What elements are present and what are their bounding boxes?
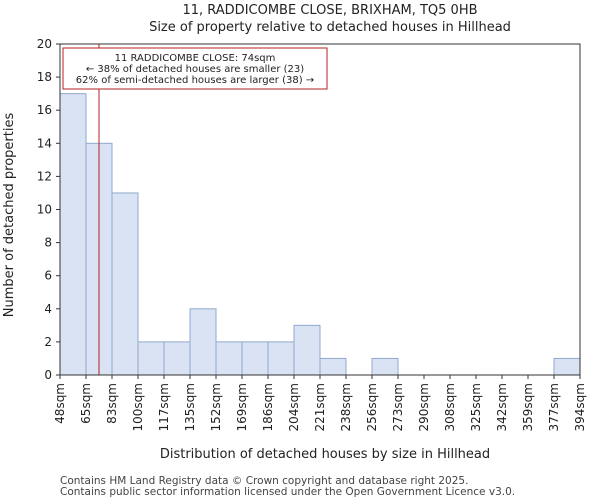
bar-117sqm [163,341,191,376]
bar-48sqm [59,93,87,376]
x-tick-label: 186sqm [261,383,275,431]
x-tick-label: 359sqm [521,383,535,431]
bar-152sqm [215,341,243,376]
y-tick-label: 4 [44,302,52,316]
x-tick-label: 325sqm [469,383,483,431]
y-tick-label: 8 [44,236,52,250]
x-tick-label: 377sqm [547,383,561,431]
x-axis-label: Distribution of detached houses by size … [160,447,490,462]
bar-83sqm [111,192,139,376]
y-tick-label: 0 [44,368,52,382]
x-tick-label: 117sqm [157,383,171,431]
bar-377sqm [553,357,581,376]
y-tick-label: 2 [44,335,52,349]
x-tick-label: 135sqm [183,383,197,431]
y-tick-label: 10 [37,203,52,217]
annotation-line-1: 11 RADDICOMBE CLOSE: 74sqm [115,53,276,64]
annotation-box [62,47,328,90]
y-tick-label: 14 [37,136,52,150]
footer-line-2: Contains public sector information licen… [60,486,515,498]
bar-256sqm [371,357,399,376]
x-tick-label: 290sqm [417,383,431,431]
bar-169sqm [241,341,269,376]
chart-subtitle: Size of property relative to detached ho… [149,20,511,35]
x-tick-label: 169sqm [235,383,249,431]
annotation-line-3: 62% of semi-detached houses are larger (… [76,75,314,86]
y-tick-label: 6 [44,269,52,283]
x-tick-label: 100sqm [131,383,145,431]
x-tick-label: 204sqm [287,383,301,431]
marker-annotation: 11 RADDICOMBE CLOSE: 74sqm ← 38% of deta… [62,47,328,90]
x-tick-label: 394sqm [573,383,587,431]
x-tick-label: 221sqm [313,383,327,431]
bar-204sqm [293,324,321,376]
x-tick-label: 48sqm [53,383,67,424]
x-axis: 48sqm 65sqm 83sqm 100sqm 117sqm 135sqm 152sqm 1… [53,375,587,431]
chart-title: 11, RADDICOMBE CLOSE, BRIXHAM, TQ5 0HB [182,3,477,18]
bar-135sqm [189,308,217,376]
y-tick-label: 20 [37,37,52,51]
x-tick-label: 152sqm [209,383,223,431]
annotation-line-2: ← 38% of detached houses are smaller (23… [86,64,304,75]
bar-221sqm [319,357,347,376]
x-tick-label: 273sqm [391,383,405,431]
y-tick-label: 12 [37,169,52,183]
x-tick-label: 256sqm [365,383,379,431]
y-axis: 0 2 4 6 8 10 12 14 16 18 20 [37,37,60,382]
x-tick-label: 238sqm [339,383,353,431]
footer-line-1: Contains HM Land Registry data © Crown c… [60,475,468,487]
y-tick-label: 18 [37,70,52,84]
x-tick-label: 83sqm [105,383,119,424]
bars-group [59,93,581,376]
x-tick-label: 65sqm [79,383,93,424]
bar-186sqm [267,341,295,376]
bar-100sqm [137,341,165,376]
y-tick-label: 16 [37,103,52,117]
y-axis-label: Number of detached properties [2,113,17,318]
x-tick-label: 342sqm [495,383,509,431]
x-tick-label: 308sqm [443,383,457,431]
